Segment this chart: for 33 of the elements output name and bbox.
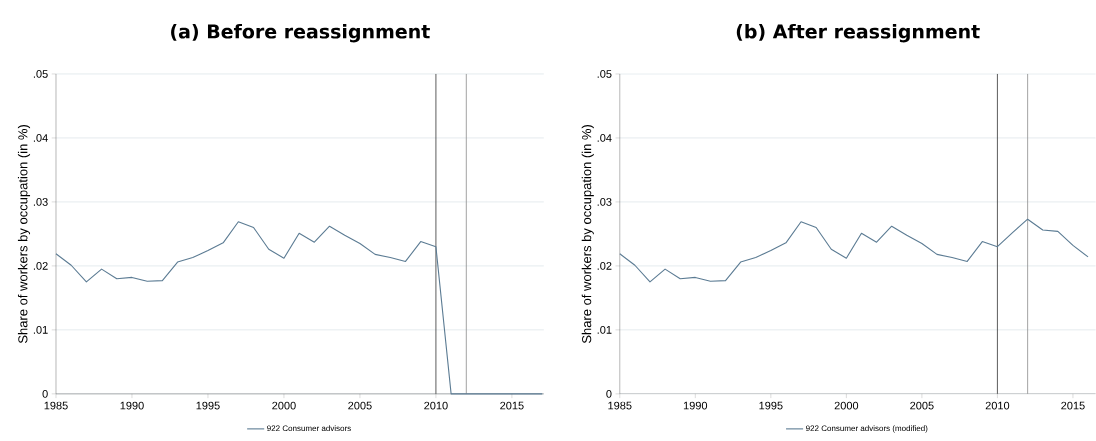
y-tick-label: .04 [33,134,48,142]
y-tick-label: .05 [597,70,612,78]
y-tick-label: .01 [33,326,48,334]
chart-title: (a) Before reassignment [171,24,430,43]
x-tick-label: 1985 [608,401,632,410]
x-tick-label: 2000 [272,401,296,410]
x-tick-label: 1990 [120,401,144,410]
y-tick-label: .01 [597,326,612,334]
y-tick-label: .05 [33,70,48,78]
x-tick-label: 2010 [424,401,448,410]
y-axis-title: Share of workers by occupation (in %) [17,125,31,344]
x-tick-label: 1990 [683,401,708,410]
y-tick-label: 0 [606,390,612,398]
y-tick-label: .04 [597,134,612,142]
x-tick-label: 2010 [985,401,1010,410]
y-tick-label: .03 [33,198,48,206]
x-tick-label: 2005 [910,401,934,410]
x-tick-label: 2015 [1061,401,1085,410]
y-tick-label: .03 [597,198,612,206]
legend-label: 922 Consumer advisors (modified) [806,425,928,433]
x-tick-label: 2005 [348,401,372,410]
x-tick-label: 1995 [759,401,783,410]
y-axis-title: Share of workers by occupation (in %) [581,125,594,344]
x-tick-label: 1985 [44,401,68,410]
x-tick-label: 2000 [834,401,859,410]
x-tick-label: 2015 [500,401,524,410]
line-series [619,218,1089,283]
x-tick-label: 1995 [196,401,220,410]
y-tick-label: 0 [42,390,48,398]
y-tick-label: .02 [597,262,612,270]
chart-title: (b) After reassignment [736,24,980,43]
legend-label: 922 Consumer advisors [267,425,351,432]
y-tick-label: .02 [33,262,48,270]
